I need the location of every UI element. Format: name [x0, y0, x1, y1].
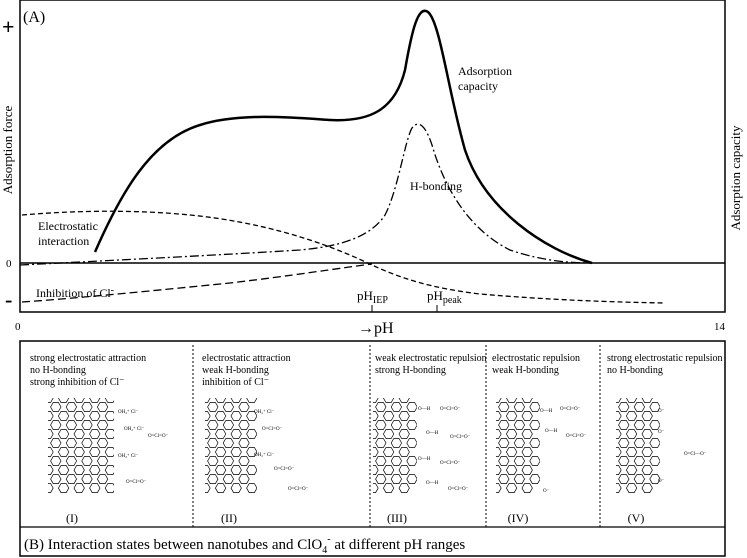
state-4-molecules: O—H O=Cl=O⁻ O—H O=Cl=O⁻ O⁻: [540, 407, 587, 494]
electrostatic-label-1: Electrostatic: [38, 219, 98, 233]
hex-lattice: [48, 398, 114, 493]
oh-perchlorate-label: O—H: [426, 481, 439, 486]
hex-lattice: [205, 398, 257, 493]
perchlorate-label: O=Cl=O⁻: [288, 487, 309, 492]
y-axis-left-label: Adsorption force: [0, 106, 15, 195]
panel-b: strong electrostatic attraction no H-bon…: [19, 340, 726, 557]
axis-end-label: 14: [714, 321, 726, 333]
perchlorate-label: O=Cl=O⁻: [126, 480, 147, 485]
ominus-label: O⁻: [658, 479, 665, 484]
oh-perchlorate-label: O—H: [545, 429, 558, 434]
ph-peak-label: pHpeak: [427, 288, 462, 306]
perchlorate-label: O=Cl=O⁻: [262, 427, 283, 432]
inhibition-label: Inhibition of Cl-: [36, 285, 114, 300]
state-4-description: electrostatic repulsion weak H-bonding: [492, 353, 580, 376]
oh-perchlorate-label: O—H: [426, 431, 439, 436]
oh-perchlorate-label: O—H: [418, 457, 431, 462]
h-bonding-label: H-bonding: [410, 179, 462, 193]
ominus-label: O⁻: [543, 489, 550, 494]
perchlorate-label: O=Cl=O⁻: [440, 407, 461, 412]
state-5-roman: (V): [628, 511, 645, 525]
state-5-description: strong electrostatic repulsion no H-bond…: [607, 353, 723, 376]
nanotube-1: [48, 398, 114, 493]
nanotube-illustrations: [48, 398, 660, 493]
state-5-line-1: strong electrostatic repulsion: [607, 353, 723, 364]
panel-b-frame: [19, 340, 726, 557]
adsorption-capacity-curve: [93, 9, 593, 265]
perchlorate-label: O=Cl=O⁻: [450, 435, 471, 440]
nanotube-4: [496, 398, 540, 493]
state-2-roman: (II): [221, 511, 237, 525]
state-2-line-2: weak H-bonding: [202, 365, 269, 376]
plus-sign: +: [2, 14, 15, 39]
axis-start-label: 0: [15, 321, 21, 333]
state-2-line-1: electrostatic attraction: [202, 353, 291, 364]
oh2-cl-label: OH₂⁺ Cl⁻: [118, 409, 139, 415]
panel-a-frame: [19, 0, 726, 313]
adsorption-label-1: Adsorption: [458, 64, 512, 78]
nanotube-2: [205, 398, 257, 493]
hex-lattice: [496, 398, 540, 493]
state-3-description: weak electrostatic repulsion strong H-bo…: [375, 353, 487, 376]
oh-perchlorate-label: O—H: [540, 409, 553, 414]
hex-lattice: [616, 398, 660, 493]
state-1-description: strong electrostatic attraction no H-bon…: [30, 353, 146, 388]
state-1-line-2: no H-bonding: [30, 365, 86, 376]
perchlorate-label: O=Cl=O⁻: [560, 407, 581, 412]
state-4-roman: (IV): [508, 511, 529, 525]
adsorption-label-2: capacity: [458, 79, 498, 93]
ph-iep-label: pHIEP: [357, 288, 388, 306]
perchlorate-label: O=Cl=O⁻: [148, 434, 169, 439]
ominus-label: O⁻: [658, 409, 665, 414]
h-bonding-curve: [19, 123, 593, 266]
state-5-molecules: O⁻ O⁻ O=Cl—O⁻ O⁻: [658, 409, 707, 484]
oh2-cl-label: OH₂⁺ Cl⁻: [254, 452, 275, 458]
state-1-molecules: OH₂⁺ Cl⁻ OH₂⁺ Cl⁻ O=Cl=O⁻ OH₂⁺ Cl⁻ O=Cl=…: [118, 409, 169, 485]
inhibition-curve: [21, 263, 373, 303]
oh2-cl-label: OH₂⁺ Cl⁻: [124, 426, 145, 432]
state-1-line-3: strong inhibition of Cl⁻: [30, 377, 124, 388]
clo4-label: O=Cl—O⁻: [684, 452, 707, 457]
perchlorate-label: O=Cl=O⁻: [448, 487, 469, 492]
state-2-line-3: inhibition of Cl⁻: [202, 377, 269, 388]
minus-sign: -: [5, 287, 12, 312]
state-1-roman: (I): [66, 511, 78, 525]
state-3-roman: (III): [387, 511, 407, 525]
state-3-line-1: weak electrostatic repulsion: [375, 353, 487, 364]
electrostatic-label-2: interaction: [38, 234, 89, 248]
nanotube-5: [616, 398, 660, 493]
state-5-line-2: no H-bonding: [607, 365, 663, 376]
state-1-line-1: strong electrostatic attraction: [30, 353, 146, 364]
state-2-description: electrostatic attraction weak H-bonding …: [202, 353, 291, 388]
panel-a: (A) + - 0 Adsorption force Adsorption ca…: [0, 0, 743, 337]
state-3-line-2: strong H-bonding: [375, 365, 446, 376]
panel-a-label: (A): [23, 9, 45, 26]
perchlorate-label: O=Cl=O⁻: [566, 434, 587, 439]
state-4-line-2: weak H-bonding: [492, 365, 559, 376]
nanotube-3: [373, 398, 417, 493]
panel-b-caption: (B) Interaction states between nanotubes…: [24, 534, 465, 556]
zero-label: 0: [6, 258, 12, 270]
ph-axis-label: →pH: [358, 320, 394, 337]
oh-perchlorate-label: O—H: [418, 407, 431, 412]
state-2-molecules: OH₂⁺ Cl⁻ O=Cl=O⁻ OH₂⁺ Cl⁻ O=Cl=O⁻ O=Cl=O…: [254, 409, 309, 492]
oh2-cl-label: OH₂⁺ Cl⁻: [118, 453, 139, 459]
oh2-cl-label: OH₂⁺ Cl⁻: [254, 409, 275, 415]
electrostatic-curve: [21, 210, 666, 304]
hex-lattice: [373, 398, 417, 493]
perchlorate-label: O=Cl=O⁻: [274, 467, 295, 472]
ominus-label: O⁻: [658, 430, 665, 435]
y-axis-right-label: Adsorption capacity: [728, 125, 743, 231]
state-3-molecules: O—H O=Cl=O⁻ O—H O=Cl=O⁻ O—H O=Cl=O⁻ O—H …: [418, 407, 471, 492]
perchlorate-label: O=Cl=O⁻: [440, 461, 461, 466]
state-4-line-1: electrostatic repulsion: [492, 353, 580, 364]
